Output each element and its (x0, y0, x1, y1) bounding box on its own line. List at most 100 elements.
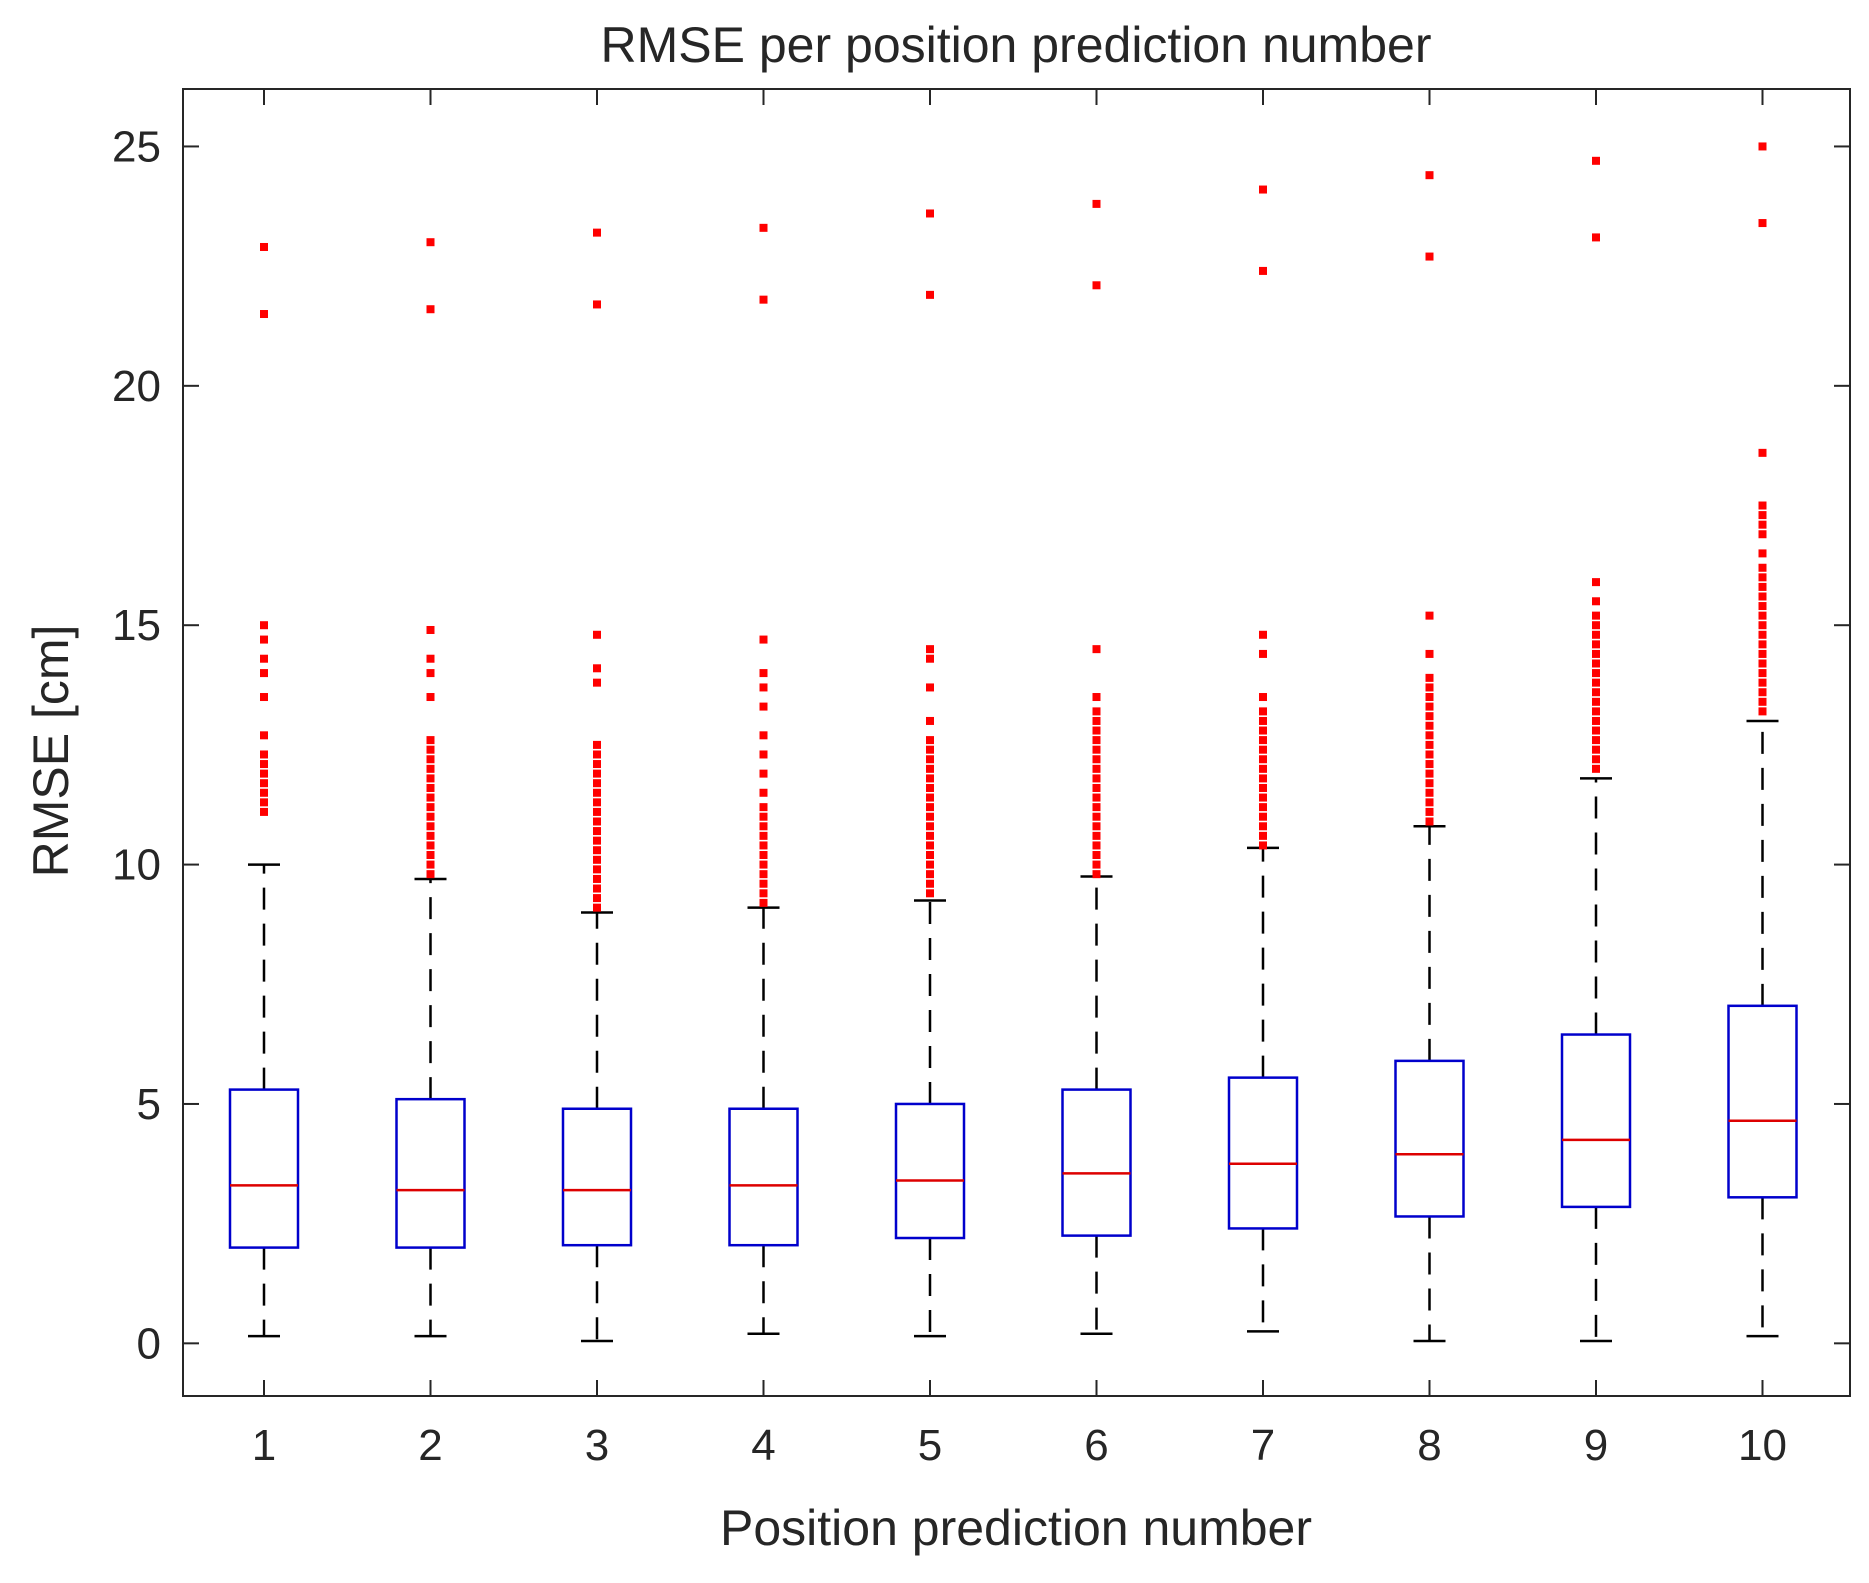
outlier-point (426, 793, 435, 802)
outlier-point (1425, 769, 1434, 778)
outlier-point (1758, 582, 1767, 591)
outlier-point (1592, 611, 1600, 620)
outlier-point (1758, 621, 1767, 630)
outlier-point (1758, 640, 1767, 649)
outlier-point (926, 831, 934, 840)
outlier-point (1758, 659, 1767, 668)
box-group-10 (1727, 142, 1798, 1338)
outlier-point (759, 822, 768, 831)
x-tick-label: 7 (1251, 1421, 1275, 1470)
outlier-point (1592, 597, 1600, 606)
outlier-point (260, 769, 268, 778)
iqr-box (1394, 1059, 1465, 1218)
outlier-point (926, 783, 934, 792)
outlier-point (426, 305, 435, 314)
outlier-point (1592, 678, 1600, 687)
outlier-point (1259, 649, 1267, 658)
outlier-point (593, 779, 601, 788)
box-group-5 (894, 209, 966, 1338)
outlier-point (1092, 793, 1101, 802)
outlier-point (593, 740, 601, 749)
outlier-point (1425, 693, 1434, 702)
outlier-point (1592, 726, 1600, 735)
outlier-point (1092, 755, 1101, 764)
outlier-point (426, 774, 435, 783)
outlier-point (593, 894, 601, 903)
outlier-point (1758, 602, 1767, 611)
outlier-point (1259, 841, 1267, 850)
outlier-point (426, 764, 435, 773)
outlier-point (1592, 630, 1600, 639)
outlier-point (1758, 678, 1767, 687)
outlier-point (1092, 783, 1101, 792)
outlier-point (260, 621, 268, 630)
outlier-point (1758, 630, 1767, 639)
outlier-point (593, 827, 601, 836)
outlier-point (593, 760, 601, 769)
y-tick-label: 0 (137, 1319, 161, 1368)
outlier-point (260, 693, 268, 702)
box-group-6 (1061, 199, 1132, 1336)
outlier-point (426, 851, 435, 860)
outlier-point (1092, 764, 1101, 773)
box-group-3 (561, 228, 633, 1343)
outlier-point (926, 736, 934, 745)
outlier-point (759, 731, 768, 740)
outlier-point (759, 669, 768, 678)
outlier-point (260, 807, 268, 816)
outlier-point (260, 242, 268, 251)
outlier-point (1592, 578, 1600, 587)
outlier-point (1092, 860, 1101, 869)
outlier-point (1758, 448, 1767, 457)
y-tick-label: 10 (112, 841, 161, 890)
iqr-box (395, 1097, 466, 1249)
outlier-point (1592, 697, 1600, 706)
outlier-point (1425, 750, 1434, 759)
y-tick-label: 25 (112, 122, 161, 171)
outlier-point (1592, 640, 1600, 649)
y-axis-title: RMSE [cm] (23, 625, 79, 878)
box-group-8 (1394, 171, 1465, 1343)
outlier-point (1092, 707, 1101, 716)
outlier-point (1592, 233, 1600, 242)
outlier-point (260, 760, 268, 769)
outlier-point (593, 874, 601, 883)
outlier-point (1425, 817, 1434, 826)
outlier-point (1092, 693, 1101, 702)
box-group-7 (1227, 185, 1299, 1333)
outlier-point (759, 851, 768, 860)
outlier-point (426, 783, 435, 792)
y-tick-label: 15 (112, 601, 161, 650)
x-tick-label: 2 (418, 1421, 442, 1470)
outlier-point (1259, 745, 1267, 754)
outlier-point (1259, 783, 1267, 792)
outlier-point (593, 798, 601, 807)
iqr-box (728, 1107, 799, 1247)
outlier-point (260, 310, 268, 319)
outlier-point (759, 223, 768, 232)
y-tick-label: 20 (112, 362, 161, 411)
y-tick-label: 5 (137, 1080, 161, 1129)
outlier-point (1592, 736, 1600, 745)
outlier-point (759, 702, 768, 711)
outlier-point (260, 654, 268, 663)
outlier-point (926, 879, 934, 888)
outlier-point (1758, 649, 1767, 658)
outlier-point (1259, 736, 1267, 745)
plot-area (228, 142, 1798, 1343)
outlier-point (926, 209, 934, 218)
outlier-point (1592, 716, 1600, 725)
outlier-point (1425, 611, 1434, 620)
outlier-point (1259, 803, 1267, 812)
outlier-point (593, 865, 601, 874)
outlier-point (260, 750, 268, 759)
outlier-point (1092, 281, 1101, 290)
outlier-point (1425, 788, 1434, 797)
outlier-point (1425, 807, 1434, 816)
outlier-point (1425, 721, 1434, 730)
x-tick-label: 9 (1584, 1421, 1608, 1470)
outlier-point (759, 803, 768, 812)
outlier-point (1758, 697, 1767, 706)
